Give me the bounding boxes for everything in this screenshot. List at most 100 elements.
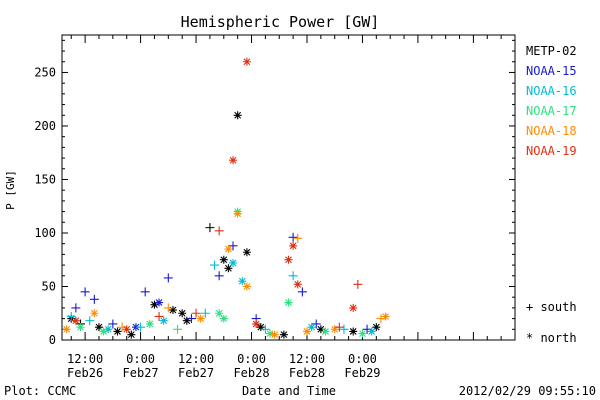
data-point-north <box>302 327 311 336</box>
data-point-north <box>178 309 187 318</box>
x-tick-date-label: Feb27 <box>178 366 214 380</box>
data-point-north <box>145 319 154 328</box>
data-point-north <box>224 264 233 273</box>
data-point-south <box>334 322 344 332</box>
data-point-south <box>71 303 81 313</box>
data-point-north <box>307 323 316 332</box>
data-point-south <box>200 308 210 318</box>
series-noaa-17 <box>76 207 367 338</box>
data-point-north <box>229 156 238 165</box>
y-tick-label: 250 <box>34 65 56 79</box>
data-point-south <box>339 324 349 334</box>
x-tick-date-label: Feb27 <box>123 366 159 380</box>
x-tick-date-label: Feb28 <box>233 366 269 380</box>
marker-legend-north: * north <box>526 331 577 345</box>
footer-source: Plot: CCMC <box>4 384 76 398</box>
data-point-north <box>215 309 224 318</box>
x-tick-time-label: 12:00 <box>67 352 103 366</box>
x-tick-time-label: 0:00 <box>126 352 155 366</box>
data-point-north <box>266 329 275 338</box>
chart-title: Hemispheric Power [GW] <box>181 13 380 31</box>
data-point-south <box>288 271 298 281</box>
data-point-south <box>228 241 238 251</box>
data-point-north <box>358 329 367 338</box>
data-point-north <box>256 323 265 332</box>
data-point-north <box>94 323 103 332</box>
data-point-north <box>219 255 228 264</box>
data-point-north <box>242 248 251 257</box>
data-point-north <box>349 327 358 336</box>
data-point-south <box>210 260 220 270</box>
data-point-north <box>127 330 136 339</box>
data-point-south <box>163 273 173 283</box>
footer-timestamp: 2012/02/29 09:55:10 <box>459 384 596 398</box>
data-point-south <box>66 311 76 321</box>
data-point-north <box>289 241 298 250</box>
data-point-north <box>321 327 330 336</box>
data-point-south <box>353 279 363 289</box>
data-point-south <box>214 226 224 236</box>
data-point-north <box>284 298 293 307</box>
data-point-north <box>270 330 279 339</box>
data-point-north <box>242 282 251 291</box>
data-point-north <box>242 57 251 66</box>
data-point-north <box>233 209 242 218</box>
series-metp-02 <box>67 111 381 339</box>
marker-legend-south: + south <box>526 300 577 314</box>
data-point-north <box>219 314 228 323</box>
data-point-south <box>288 232 298 242</box>
data-point-north <box>155 298 164 307</box>
data-point-south <box>191 308 201 318</box>
data-point-north <box>62 325 71 334</box>
data-point-north <box>90 309 99 318</box>
marker-legend: + south * north <box>526 300 577 345</box>
data-point-north <box>293 280 302 289</box>
data-point-north <box>131 323 140 332</box>
x-tick-date-label: Feb28 <box>289 366 325 380</box>
y-tick-label: 100 <box>34 226 56 240</box>
data-point-north <box>76 323 85 332</box>
data-point-north <box>367 327 376 336</box>
series-noaa-15 <box>71 232 372 334</box>
data-points <box>62 57 390 339</box>
data-point-north <box>196 314 205 323</box>
series-noaa-19 <box>71 57 363 334</box>
x-tick-time-label: 12:00 <box>178 352 214 366</box>
legend-item-noaa-18: NOAA-18 <box>526 124 577 138</box>
data-point-south <box>163 303 173 313</box>
data-point-north <box>224 245 233 254</box>
data-point-north <box>113 327 122 336</box>
data-point-north <box>150 300 159 309</box>
data-point-south <box>311 319 321 329</box>
data-point-north <box>229 258 238 267</box>
data-point-north <box>99 327 108 336</box>
y-tick-label: 150 <box>34 172 56 186</box>
y-axis: 0 50 100 150 200 250 <box>34 39 515 347</box>
x-axis-label: Date and Time <box>242 384 336 398</box>
data-point-south <box>85 316 95 326</box>
data-point-north <box>104 325 113 334</box>
legend-item-noaa-15: NOAA-15 <box>526 64 577 78</box>
y-axis-label: P [GW] <box>4 170 17 210</box>
data-point-south <box>205 223 215 233</box>
x-tick-date-label: Feb29 <box>344 366 380 380</box>
data-point-north <box>284 255 293 264</box>
data-point-north <box>372 323 381 332</box>
data-point-south <box>260 324 270 334</box>
data-point-north <box>238 277 247 286</box>
x-axis: 12:00Feb260:00Feb2712:00Feb270:00Feb2812… <box>67 35 502 380</box>
series-noaa-16 <box>66 258 376 336</box>
x-tick-date-label: Feb26 <box>67 366 103 380</box>
data-point-south <box>89 294 99 304</box>
series-noaa-18 <box>62 209 390 339</box>
x-tick-time-label: 0:00 <box>348 352 377 366</box>
data-point-north <box>71 316 80 325</box>
data-point-north <box>159 316 168 325</box>
data-point-south <box>136 322 146 332</box>
data-point-south <box>80 287 90 297</box>
data-point-south <box>108 319 118 329</box>
data-point-north <box>233 111 242 120</box>
data-point-north <box>182 316 191 325</box>
x-tick-time-label: 12:00 <box>289 352 325 366</box>
